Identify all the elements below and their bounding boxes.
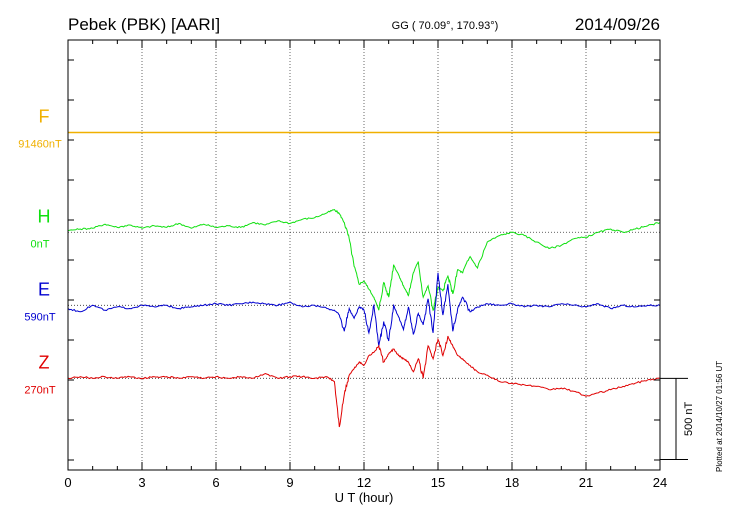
grid <box>68 40 660 470</box>
channel-baseline-F: 91460nT <box>18 138 62 150</box>
x-tick-label: 24 <box>653 475 667 490</box>
traces <box>67 131 661 428</box>
x-tick-label: 21 <box>579 475 593 490</box>
x-tick-label: 18 <box>505 475 519 490</box>
channel-baseline-Z: 270nT <box>24 384 55 396</box>
coordinates-label: GG ( 70.09°, 170.93°) <box>392 20 499 32</box>
station-title: Pebek (PBK) [AARI] <box>68 15 220 34</box>
scale-bar-label: 500 nT <box>683 401 695 436</box>
scale-bar: 500 nT <box>660 377 695 460</box>
plot-frame <box>67 39 661 471</box>
x-tick-label: 3 <box>138 475 145 490</box>
x-tick-label: 12 <box>357 475 371 490</box>
plotted-timestamp: Plotted at 2014/10/27 01:56 UT <box>715 361 724 472</box>
channel-name-E: E <box>38 279 50 299</box>
channel-labels: F 91460nT H 0nT E 590nT Z 270nT <box>18 106 62 396</box>
x-tick-label: 15 <box>431 475 445 490</box>
channel-name-Z: Z <box>39 352 50 372</box>
x-tick-label: 0 <box>64 475 71 490</box>
x-axis: 0 3 6 9 12 15 18 21 24 <box>64 40 667 490</box>
series-H-line <box>67 209 661 312</box>
x-tick-label: 6 <box>212 475 219 490</box>
date-label: 2014/09/26 <box>575 15 660 34</box>
channel-baseline-E: 590nT <box>24 311 55 323</box>
channel-name-F: F <box>39 106 50 126</box>
series-Z-line <box>67 335 661 428</box>
channel-name-H: H <box>38 206 51 226</box>
series-E-line <box>67 272 661 346</box>
x-tick-label: 9 <box>286 475 293 490</box>
x-axis-label: U T (hour) <box>335 490 394 505</box>
channel-baseline-H: 0nT <box>31 238 50 250</box>
